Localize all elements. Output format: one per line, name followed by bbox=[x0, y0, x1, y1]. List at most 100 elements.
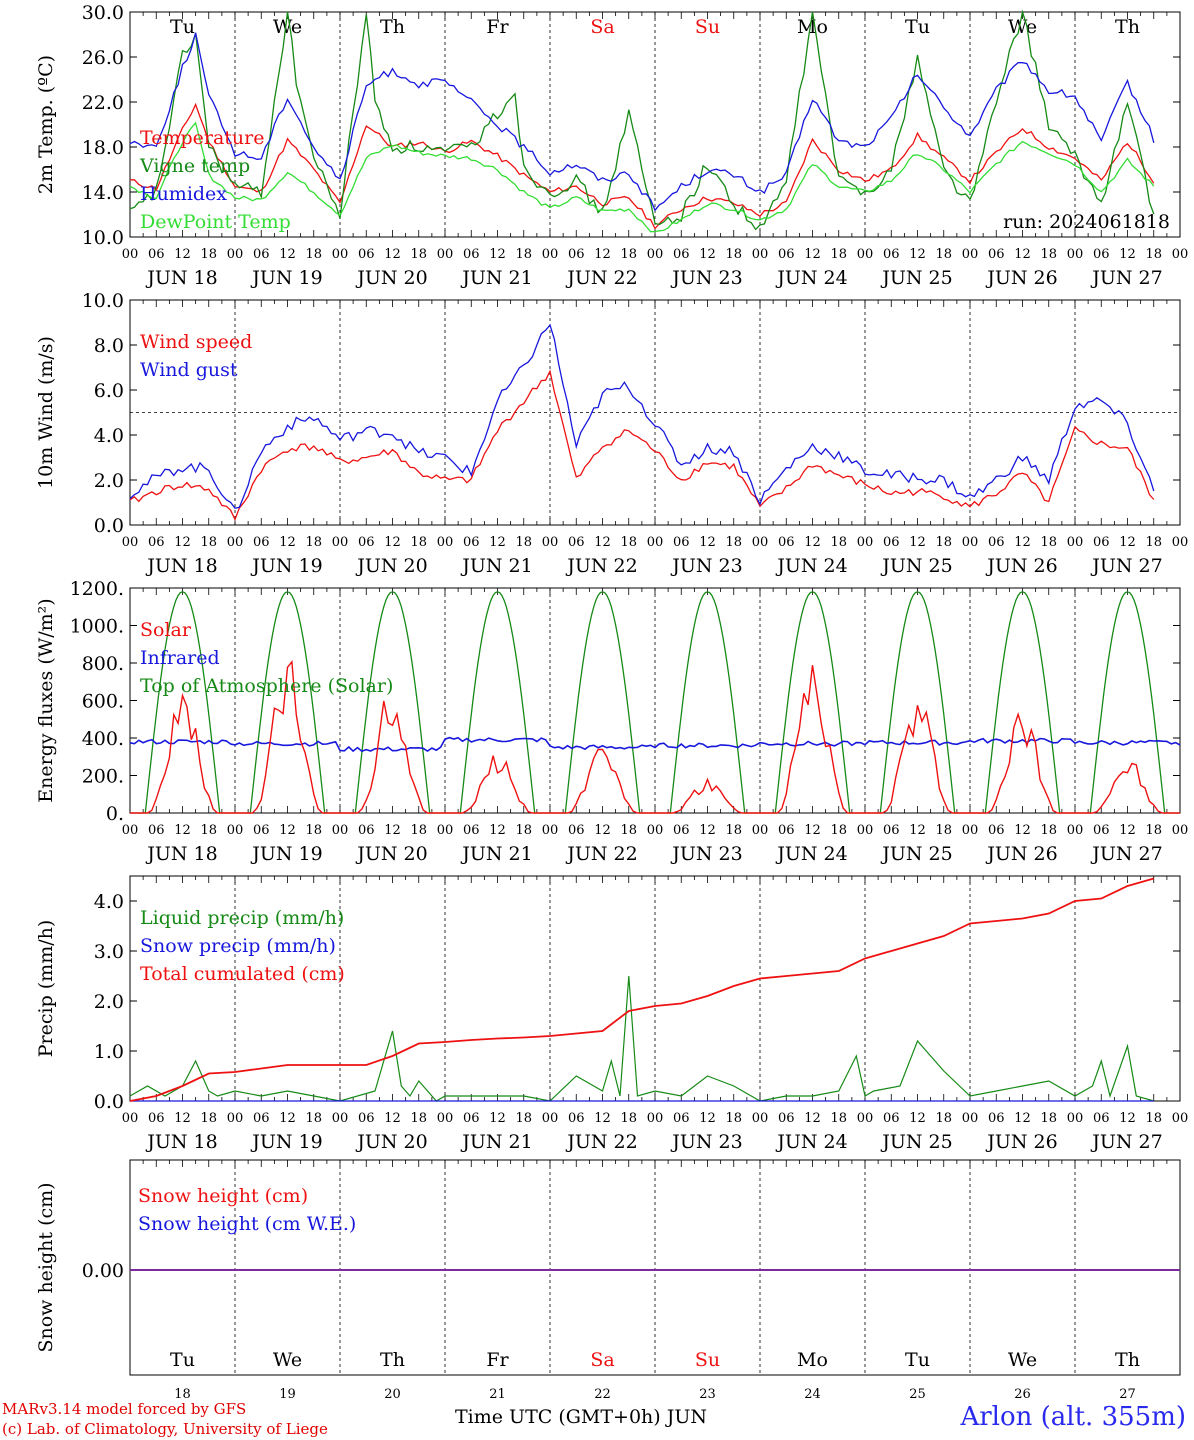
hour-tick-label: 06 bbox=[253, 1111, 270, 1126]
y-axis-label: 2m Temp. (ºC) bbox=[35, 55, 57, 194]
legend-entry: Wind speed bbox=[140, 331, 252, 353]
hour-tick-label: 06 bbox=[673, 1111, 690, 1126]
date-label: JUN 18 bbox=[145, 843, 217, 865]
hour-tick-label: 00 bbox=[542, 535, 559, 550]
hour-tick-label: 00 bbox=[227, 535, 244, 550]
day-number: 27 bbox=[1119, 1387, 1136, 1402]
hour-tick-label: 12 bbox=[1119, 247, 1136, 262]
legend-entry: Liquid precip (mm/h) bbox=[140, 907, 344, 929]
y-tick-label: 30.0 bbox=[82, 2, 124, 24]
hour-tick-label: 06 bbox=[568, 247, 585, 262]
y-tick-label: 2.0 bbox=[94, 991, 124, 1013]
hour-tick-label: 00 bbox=[1067, 823, 1084, 838]
hour-tick-label: 12 bbox=[489, 247, 506, 262]
date-label: JUN 27 bbox=[1090, 1131, 1162, 1153]
y-tick-label: 14.0 bbox=[82, 182, 124, 204]
solar-line bbox=[130, 659, 1180, 814]
infrared-line bbox=[129, 736, 1181, 753]
y-tick-label: 0.0 bbox=[94, 515, 124, 537]
hour-tick-label: 00 bbox=[962, 247, 979, 262]
legend-entry: Wind gust bbox=[140, 359, 238, 381]
hour-tick-label: 00 bbox=[542, 1111, 559, 1126]
hour-tick-label: 06 bbox=[568, 823, 585, 838]
legend-entry: DewPoint Temp bbox=[140, 211, 291, 233]
day-number: 23 bbox=[699, 1387, 716, 1402]
hour-tick-label: 18 bbox=[725, 247, 742, 262]
hour-tick-label: 06 bbox=[148, 1111, 165, 1126]
weekday-label: Tu bbox=[905, 16, 930, 38]
y-tick-label: 4.0 bbox=[94, 891, 124, 913]
date-label: JUN 27 bbox=[1090, 555, 1162, 577]
hour-tick-label: 06 bbox=[463, 535, 480, 550]
hour-tick-label: 06 bbox=[463, 247, 480, 262]
date-label: JUN 18 bbox=[145, 267, 217, 289]
hour-tick-label: 12 bbox=[279, 535, 296, 550]
hour-tick-label: 18 bbox=[200, 1111, 217, 1126]
legend-entry: Snow height (cm W.E.) bbox=[138, 1213, 356, 1235]
day-number: 22 bbox=[594, 1387, 611, 1402]
y-tick-label: 22.0 bbox=[82, 92, 124, 114]
date-label: JUN 25 bbox=[880, 267, 952, 289]
hour-tick-label: 00 bbox=[1067, 535, 1084, 550]
weekday-label: We bbox=[1008, 1349, 1037, 1371]
hour-tick-label: 12 bbox=[489, 535, 506, 550]
hour-tick-label: 18 bbox=[725, 1111, 742, 1126]
hour-tick-label: 12 bbox=[1014, 1111, 1031, 1126]
date-label: JUN 27 bbox=[1090, 843, 1162, 865]
date-label: JUN 25 bbox=[880, 1131, 952, 1153]
y-tick-label: 18.0 bbox=[82, 137, 124, 159]
hour-tick-label: 06 bbox=[148, 535, 165, 550]
date-label: JUN 21 bbox=[460, 555, 532, 577]
hour-tick-label: 00 bbox=[752, 1111, 769, 1126]
weekday-label: We bbox=[273, 16, 302, 38]
hour-tick-label: 06 bbox=[988, 247, 1005, 262]
hour-tick-label: 00 bbox=[857, 247, 874, 262]
hour-tick-label: 00 bbox=[1172, 1111, 1189, 1126]
hour-tick-label: 06 bbox=[358, 1111, 375, 1126]
hour-tick-label: 18 bbox=[515, 823, 532, 838]
weekday-label: Tu bbox=[170, 1349, 195, 1371]
hour-tick-label: 00 bbox=[332, 247, 349, 262]
hour-tick-label: 06 bbox=[1093, 823, 1110, 838]
date-label: JUN 22 bbox=[565, 555, 637, 577]
panel-frame bbox=[129, 11, 1181, 238]
weekday-label: We bbox=[273, 1349, 302, 1371]
hour-tick-label: 06 bbox=[1093, 1111, 1110, 1126]
y-tick-label: 26.0 bbox=[82, 47, 124, 69]
hour-tick-label: 18 bbox=[1040, 1111, 1057, 1126]
hour-tick-label: 00 bbox=[227, 823, 244, 838]
hour-tick-label: 18 bbox=[410, 823, 427, 838]
hour-tick-label: 12 bbox=[909, 1111, 926, 1126]
hour-tick-label: 00 bbox=[1067, 247, 1084, 262]
day-number: 25 bbox=[909, 1387, 926, 1402]
date-label: JUN 22 bbox=[565, 267, 637, 289]
hour-tick-label: 06 bbox=[568, 1111, 585, 1126]
hour-tick-label: 12 bbox=[804, 247, 821, 262]
hour-tick-label: 18 bbox=[830, 535, 847, 550]
legend-entry: Solar bbox=[140, 619, 192, 641]
date-label: JUN 24 bbox=[775, 1131, 847, 1153]
lab-credit: (c) Lab. of Climatology, University of L… bbox=[2, 1420, 328, 1438]
hour-tick-label: 12 bbox=[594, 247, 611, 262]
weekday-label: Mo bbox=[797, 16, 828, 38]
date-label: JUN 19 bbox=[250, 267, 322, 289]
date-label: JUN 23 bbox=[670, 267, 742, 289]
weekday-label: Fr bbox=[486, 16, 509, 38]
hour-tick-label: 00 bbox=[962, 535, 979, 550]
hour-tick-label: 00 bbox=[542, 247, 559, 262]
hour-tick-label: 06 bbox=[463, 823, 480, 838]
hour-tick-label: 00 bbox=[647, 535, 664, 550]
hour-tick-label: 00 bbox=[1172, 247, 1189, 262]
hour-tick-label: 18 bbox=[1040, 823, 1057, 838]
hour-tick-label: 06 bbox=[1093, 535, 1110, 550]
hour-tick-label: 18 bbox=[935, 247, 952, 262]
precip-series-line bbox=[129, 877, 1155, 1102]
weekday-label: Su bbox=[695, 1349, 720, 1371]
hour-tick-label: 06 bbox=[463, 1111, 480, 1126]
hour-tick-label: 12 bbox=[804, 535, 821, 550]
temperature-series-line bbox=[129, 9, 1155, 231]
hour-tick-label: 18 bbox=[830, 1111, 847, 1126]
hour-tick-label: 12 bbox=[489, 823, 506, 838]
date-label: JUN 25 bbox=[880, 555, 952, 577]
